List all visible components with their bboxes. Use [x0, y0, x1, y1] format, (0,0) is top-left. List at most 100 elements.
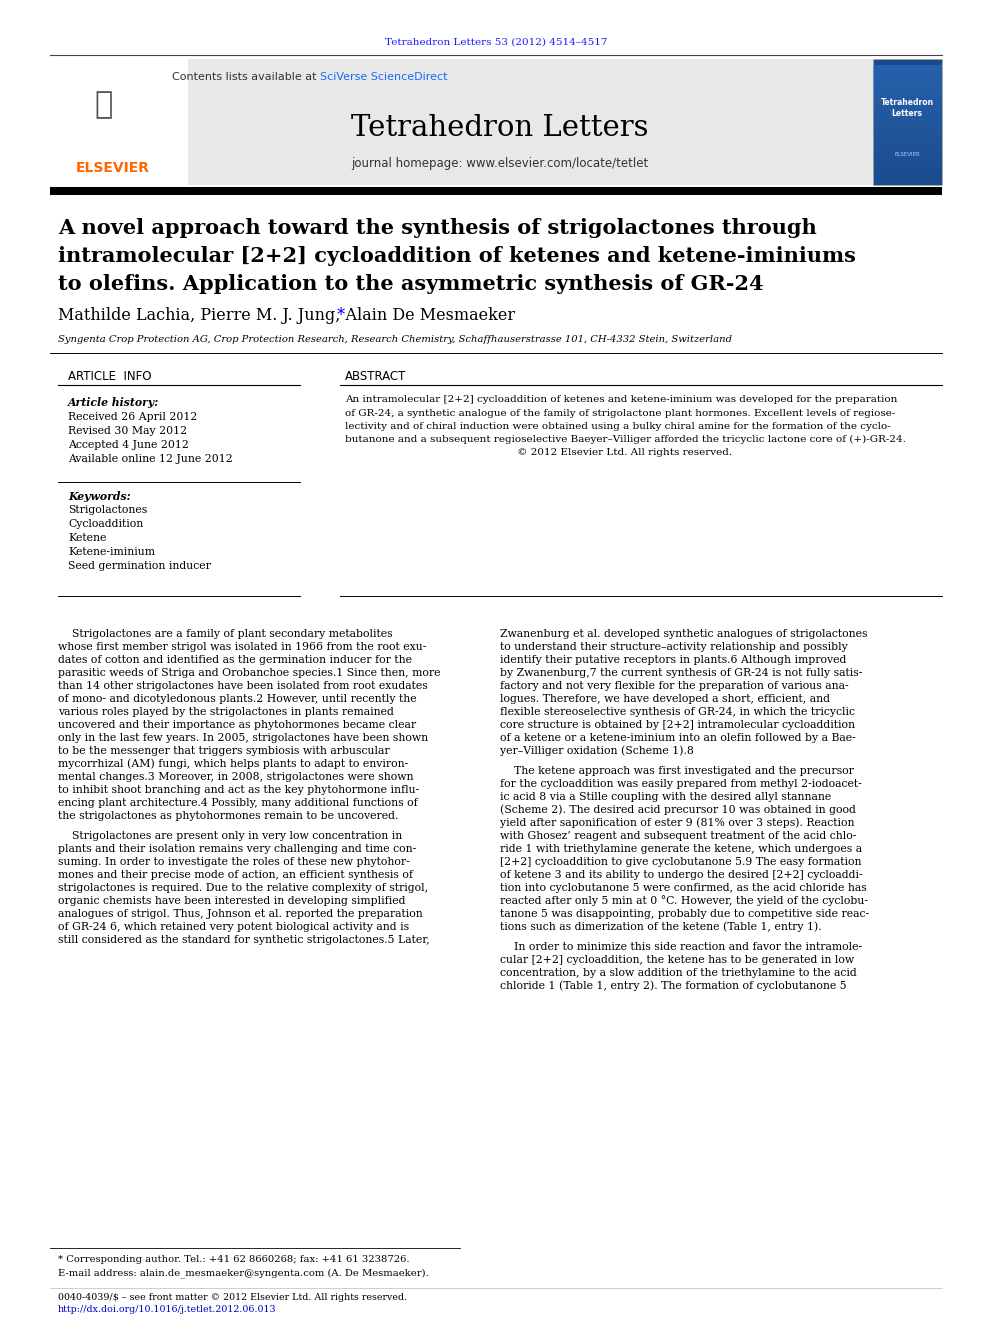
- Text: Mathilde Lachia, Pierre M. J. Jung, Alain De Mesmaeker: Mathilde Lachia, Pierre M. J. Jung, Alai…: [58, 307, 515, 324]
- Text: Ketene: Ketene: [68, 533, 106, 542]
- Text: In order to minimize this side reaction and favor the intramole-: In order to minimize this side reaction …: [500, 942, 862, 953]
- Text: mones and their precise mode of action, an efficient synthesis of: mones and their precise mode of action, …: [58, 871, 413, 880]
- Bar: [873, 105, 942, 115]
- Text: parasitic weeds of Striga and Orobanchoe species.1 Since then, more: parasitic weeds of Striga and Orobanchoe…: [58, 668, 440, 677]
- Text: Available online 12 June 2012: Available online 12 June 2012: [68, 454, 233, 464]
- Text: Keywords:: Keywords:: [68, 491, 131, 501]
- Text: cular [2+2] cycloaddition, the ketene has to be generated in low: cular [2+2] cycloaddition, the ketene ha…: [500, 955, 854, 964]
- Text: encing plant architecture.4 Possibly, many additional functions of: encing plant architecture.4 Possibly, ma…: [58, 798, 418, 808]
- Text: ELSEVIER: ELSEVIER: [76, 161, 150, 175]
- Text: flexible stereoselective synthesis of GR-24, in which the tricyclic: flexible stereoselective synthesis of GR…: [500, 706, 855, 717]
- Bar: [873, 115, 942, 124]
- Bar: [50, 60, 942, 185]
- Text: Cycloaddition: Cycloaddition: [68, 519, 143, 529]
- Bar: [873, 146, 942, 155]
- Text: Strigolactones: Strigolactones: [68, 505, 147, 515]
- Text: * Corresponding author. Tel.: +41 62 8660268; fax: +41 61 3238726.: * Corresponding author. Tel.: +41 62 866…: [58, 1256, 410, 1265]
- Bar: [873, 65, 942, 75]
- Text: of mono- and dicotyledonous plants.2 However, until recently the: of mono- and dicotyledonous plants.2 How…: [58, 695, 417, 704]
- Bar: [873, 60, 942, 185]
- Text: ELSEVIER: ELSEVIER: [894, 152, 920, 157]
- Text: whose first member strigol was isolated in 1966 from the root exu-: whose first member strigol was isolated …: [58, 642, 427, 652]
- Text: to inhibit shoot branching and act as the key phytohormone influ-: to inhibit shoot branching and act as th…: [58, 785, 420, 795]
- Text: reacted after only 5 min at 0 °C. However, the yield of the cyclobu-: reacted after only 5 min at 0 °C. Howeve…: [500, 896, 868, 906]
- Text: than 14 other strigolactones have been isolated from root exudates: than 14 other strigolactones have been i…: [58, 681, 428, 691]
- Text: logues. Therefore, we have developed a short, efficient, and: logues. Therefore, we have developed a s…: [500, 695, 830, 704]
- Text: Zwanenburg et al. developed synthetic analogues of strigolactones: Zwanenburg et al. developed synthetic an…: [500, 628, 867, 639]
- Bar: [873, 75, 942, 85]
- Text: the strigolactones as phytohormones remain to be uncovered.: the strigolactones as phytohormones rema…: [58, 811, 399, 822]
- Text: factory and not very flexible for the preparation of various ana-: factory and not very flexible for the pr…: [500, 681, 848, 691]
- Text: Tetrahedron Letters 53 (2012) 4514–4517: Tetrahedron Letters 53 (2012) 4514–4517: [385, 37, 607, 46]
- Text: for the cycloaddition was easily prepared from methyl 2-iodoacet-: for the cycloaddition was easily prepare…: [500, 779, 862, 789]
- Text: Contents lists available at: Contents lists available at: [172, 71, 320, 82]
- Text: © 2012 Elsevier Ltd. All rights reserved.: © 2012 Elsevier Ltd. All rights reserved…: [345, 448, 732, 458]
- Text: journal homepage: www.elsevier.com/locate/tetlet: journal homepage: www.elsevier.com/locat…: [351, 156, 649, 169]
- Text: concentration, by a slow addition of the triethylamine to the acid: concentration, by a slow addition of the…: [500, 968, 857, 978]
- Text: Strigolactones are present only in very low concentration in: Strigolactones are present only in very …: [58, 831, 402, 841]
- Text: yield after saponification of ester 9 (81% over 3 steps). Reaction: yield after saponification of ester 9 (8…: [500, 818, 854, 828]
- Text: of ketene 3 and its ability to undergo the desired [2+2] cycloaddi-: of ketene 3 and its ability to undergo t…: [500, 871, 863, 880]
- Bar: [50, 187, 942, 194]
- Text: Accepted 4 June 2012: Accepted 4 June 2012: [68, 441, 188, 450]
- Bar: [50, 60, 188, 185]
- Bar: [873, 85, 942, 95]
- Text: tions such as dimerization of the ketene (Table 1, entry 1).: tions such as dimerization of the ketene…: [500, 922, 821, 933]
- Text: ABSTRACT: ABSTRACT: [345, 370, 407, 384]
- Text: with Ghosez’ reagent and subsequent treatment of the acid chlo-: with Ghosez’ reagent and subsequent trea…: [500, 831, 856, 841]
- Bar: [873, 124, 942, 135]
- Text: plants and their isolation remains very challenging and time con-: plants and their isolation remains very …: [58, 844, 417, 855]
- Text: uncovered and their importance as phytohormones became clear: uncovered and their importance as phytoh…: [58, 720, 416, 730]
- Text: mycorrhizal (AM) fungi, which helps plants to adapt to environ-: mycorrhizal (AM) fungi, which helps plan…: [58, 758, 409, 769]
- Bar: [873, 165, 942, 175]
- Text: 🌳: 🌳: [95, 90, 113, 119]
- Text: The ketene approach was first investigated and the precursor: The ketene approach was first investigat…: [500, 766, 854, 777]
- Text: to understand their structure–activity relationship and possibly: to understand their structure–activity r…: [500, 642, 848, 652]
- Text: butanone and a subsequent regioselective Baeyer–Villiger afforded the tricyclic : butanone and a subsequent regioselective…: [345, 435, 906, 445]
- Text: 0040-4039/$ – see front matter © 2012 Elsevier Ltd. All rights reserved.: 0040-4039/$ – see front matter © 2012 El…: [58, 1294, 407, 1303]
- Text: A novel approach toward the synthesis of strigolactones through: A novel approach toward the synthesis of…: [58, 218, 816, 238]
- Text: Strigolactones are a family of plant secondary metabolites: Strigolactones are a family of plant sec…: [58, 628, 393, 639]
- Text: only in the last few years. In 2005, strigolactones have been shown: only in the last few years. In 2005, str…: [58, 733, 429, 744]
- Text: ride 1 with triethylamine generate the ketene, which undergoes a: ride 1 with triethylamine generate the k…: [500, 844, 862, 855]
- Text: Tetrahedron
Letters: Tetrahedron Letters: [881, 98, 933, 118]
- Text: Syngenta Crop Protection AG, Crop Protection Research, Research Chemistry, Schaf: Syngenta Crop Protection AG, Crop Protec…: [58, 336, 732, 344]
- Text: of GR-24 6, which retained very potent biological activity and is: of GR-24 6, which retained very potent b…: [58, 922, 409, 931]
- Text: mental changes.3 Moreover, in 2008, strigolactones were shown: mental changes.3 Moreover, in 2008, stri…: [58, 773, 414, 782]
- Text: core structure is obtained by [2+2] intramolecular cycloaddition: core structure is obtained by [2+2] intr…: [500, 720, 855, 730]
- Text: to olefins. Application to the asymmetric synthesis of GR-24: to olefins. Application to the asymmetri…: [58, 274, 764, 294]
- Text: *: *: [332, 307, 345, 324]
- Text: strigolactones is required. Due to the relative complexity of strigol,: strigolactones is required. Due to the r…: [58, 882, 429, 893]
- Text: dates of cotton and identified as the germination inducer for the: dates of cotton and identified as the ge…: [58, 655, 412, 665]
- Text: analogues of strigol. Thus, Johnson et al. reported the preparation: analogues of strigol. Thus, Johnson et a…: [58, 909, 423, 919]
- Text: An intramolecular [2+2] cycloaddition of ketenes and ketene-iminium was develope: An intramolecular [2+2] cycloaddition of…: [345, 396, 898, 405]
- Text: chloride 1 (Table 1, entry 2). The formation of cyclobutanone 5: chloride 1 (Table 1, entry 2). The forma…: [500, 980, 846, 991]
- Text: ic acid 8 via a Stille coupling with the desired allyl stannane: ic acid 8 via a Stille coupling with the…: [500, 792, 831, 802]
- Text: tion into cyclobutanone 5 were confirmed, as the acid chloride has: tion into cyclobutanone 5 were confirmed…: [500, 882, 867, 893]
- Text: Tetrahedron Letters: Tetrahedron Letters: [351, 114, 649, 142]
- Text: intramolecular [2+2] cycloaddition of ketenes and ketene-iminiums: intramolecular [2+2] cycloaddition of ke…: [58, 246, 856, 266]
- Text: suming. In order to investigate the roles of these new phytohor-: suming. In order to investigate the role…: [58, 857, 410, 867]
- Bar: [873, 175, 942, 185]
- Text: Seed germination inducer: Seed germination inducer: [68, 561, 211, 572]
- Text: of a ketene or a ketene-iminium into an olefin followed by a Bae-: of a ketene or a ketene-iminium into an …: [500, 733, 856, 744]
- Text: yer–Villiger oxidation (Scheme 1).8: yer–Villiger oxidation (Scheme 1).8: [500, 746, 693, 757]
- Text: organic chemists have been interested in developing simplified: organic chemists have been interested in…: [58, 896, 406, 906]
- Text: Revised 30 May 2012: Revised 30 May 2012: [68, 426, 187, 437]
- Bar: [873, 95, 942, 105]
- Text: [2+2] cycloaddition to give cyclobutanone 5.9 The easy formation: [2+2] cycloaddition to give cyclobutanon…: [500, 857, 861, 867]
- Text: ARTICLE  INFO: ARTICLE INFO: [68, 370, 152, 384]
- Text: http://dx.doi.org/10.1016/j.tetlet.2012.06.013: http://dx.doi.org/10.1016/j.tetlet.2012.…: [58, 1306, 277, 1315]
- Text: Ketene-iminium: Ketene-iminium: [68, 546, 155, 557]
- Text: various roles played by the strigolactones in plants remained: various roles played by the strigolacton…: [58, 706, 394, 717]
- Text: identify their putative receptors in plants.6 Although improved: identify their putative receptors in pla…: [500, 655, 846, 665]
- Bar: [873, 155, 942, 165]
- Text: of GR-24, a synthetic analogue of the family of strigolactone plant hormones. Ex: of GR-24, a synthetic analogue of the fa…: [345, 409, 896, 418]
- Text: (Scheme 2). The desired acid precursor 10 was obtained in good: (Scheme 2). The desired acid precursor 1…: [500, 804, 856, 815]
- Text: still considered as the standard for synthetic strigolactones.5 Later,: still considered as the standard for syn…: [58, 935, 430, 945]
- Text: Received 26 April 2012: Received 26 April 2012: [68, 411, 197, 422]
- Text: by Zwanenburg,7 the current synthesis of GR-24 is not fully satis-: by Zwanenburg,7 the current synthesis of…: [500, 668, 862, 677]
- Text: SciVerse ScienceDirect: SciVerse ScienceDirect: [320, 71, 447, 82]
- Text: E-mail address: alain.de_mesmaeker@syngenta.com (A. De Mesmaeker).: E-mail address: alain.de_mesmaeker@synge…: [58, 1267, 429, 1278]
- Bar: [873, 135, 942, 146]
